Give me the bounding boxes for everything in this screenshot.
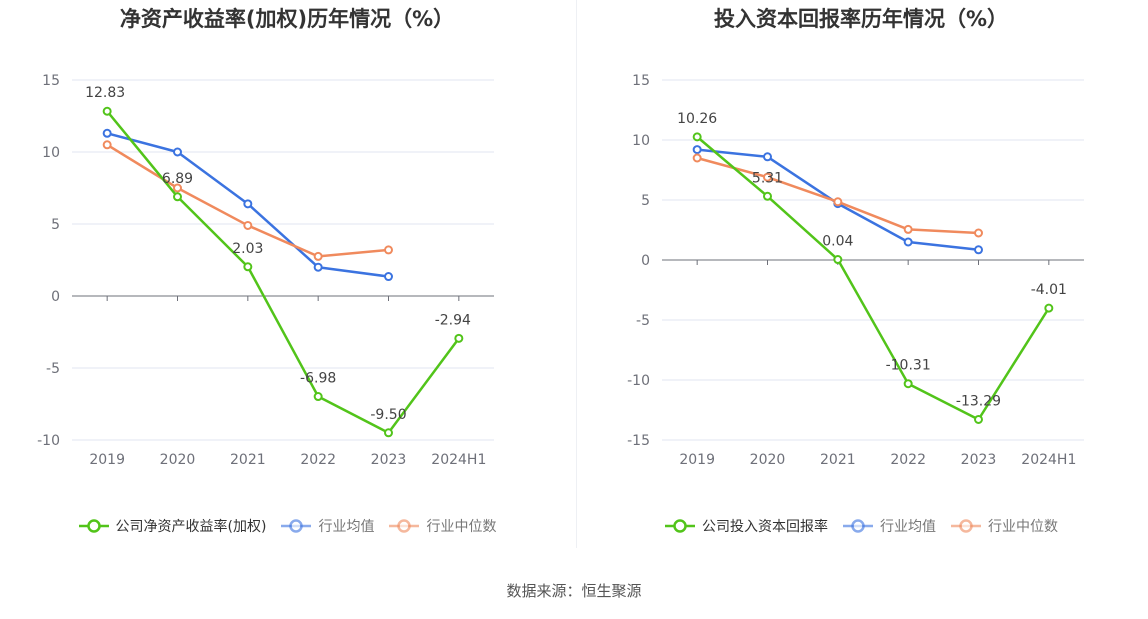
y-tick-label: 10 [632,133,650,149]
y-tick-label: 10 [42,145,60,161]
x-tick-label: 2022 [890,452,926,468]
y-tick-label: -10 [627,373,650,389]
legend-line-marker-icon [281,519,312,533]
data-point [102,140,112,150]
x-tick-label: 2021 [820,452,856,468]
data-point [173,147,182,157]
data-point [833,197,843,207]
data-point [763,152,772,162]
legend-item[interactable]: 行业均值 [280,516,374,536]
y-tick-label: 15 [632,73,650,89]
x-tick-label: 2019 [89,452,125,468]
data-point [692,132,702,142]
data-point [903,379,913,389]
data-point [102,128,112,138]
legend-line-marker-icon [389,519,420,533]
data-label: 0.04 [822,234,853,250]
data-point [903,237,913,247]
legend-label: 行业中位数 [988,519,1058,535]
x-tick-label: 2019 [679,452,715,468]
y-tick-label: -5 [636,313,650,329]
data-point [763,191,772,201]
roe-legend: 公司净资产收益率(加权) 行业均值 行业中位数 [0,516,574,536]
data-source-note: 数据来源：恒生聚源 [506,582,642,600]
data-point [974,414,983,424]
legend-line-marker-icon [951,519,981,533]
legend-label: 公司净资产收益率(加权) [115,519,267,535]
data-point [384,428,393,438]
data-label: 6.89 [162,171,193,187]
data-point [102,106,112,116]
y-tick-label: 15 [42,73,60,89]
roe-plot: 15 10 5 0 -5 -10 2019 2020 2021 2022 2023 2024H1 12.… [37,73,494,468]
series-line [696,135,1050,421]
data-point [313,251,323,261]
legend-label: 公司投入资本回报率 [702,519,828,535]
x-tick-label: 2020 [750,452,786,468]
data-point [763,172,772,182]
legend-label: 行业均值 [880,519,936,535]
data-point [833,255,843,265]
roic-chart-title: 投入资本回报率历年情况（%） [713,7,1009,31]
y-tick-label: -15 [627,433,650,449]
roe-chart-panel: 净资产收益率(加权)历年情况（%） 15 10 5 0 -5 -10 2019 2020 202… [0,0,574,560]
data-label: -9.50 [370,407,406,423]
x-tick-label: 2020 [160,452,196,468]
data-point [692,145,702,155]
data-point [243,262,253,272]
legend-line-marker-icon [843,519,873,533]
data-label: -4.01 [1031,282,1067,298]
data-point [974,228,983,238]
roic-plot: 15 10 5 0 -5 -10 -15 2019 2020 2021 2022 2023 2024H1… [627,73,1084,468]
y-tick-label: 5 [51,217,60,233]
legend-label: 行业中位数 [426,519,497,535]
x-tick-label: 2023 [371,452,407,468]
legend-line-marker-icon [665,519,695,533]
legend-line-marker-icon [78,519,109,533]
data-label: 5.31 [752,170,783,186]
data-point [384,272,393,282]
data-point [313,392,323,402]
series-line [696,156,979,235]
data-point [173,183,182,193]
data-label: 12.83 [85,85,125,101]
data-label: -2.94 [435,312,471,328]
data-label: -13.29 [956,393,1001,409]
data-point [243,220,253,230]
panel-divider [576,0,577,548]
x-tick-label: 2024H1 [1021,452,1076,468]
data-point [903,224,913,234]
legend-item[interactable]: 公司投入资本回报率 [664,516,828,536]
data-point [243,199,253,209]
legend-item[interactable]: 行业中位数 [950,516,1058,536]
data-label: 10.26 [677,111,717,127]
roic-chart-panel: 投入资本回报率历年情况（%） 15 10 5 0 -5 -10 -15 2019 2020 202… [574,0,1148,560]
data-point [1044,303,1054,313]
roic-legend: 公司投入资本回报率 行业均值 行业中位数 [574,516,1148,536]
legend-item[interactable]: 行业均值 [842,516,936,536]
y-tick-label: -5 [46,361,60,377]
roe-chart-title: 净资产收益率(加权)历年情况（%） [119,7,455,31]
y-tick-label: 5 [641,193,650,209]
series-line [106,110,460,435]
x-tick-label: 2023 [961,452,997,468]
data-point [313,262,323,272]
data-point [974,245,983,255]
legend-item[interactable]: 公司净资产收益率(加权) [78,516,267,536]
legend-label: 行业均值 [318,519,375,535]
data-point [692,153,702,163]
y-tick-label: 0 [641,253,650,269]
data-label: 2.03 [232,241,263,257]
legend-item[interactable]: 行业中位数 [388,516,496,536]
data-label: -10.31 [886,358,931,374]
x-tick-label: 2021 [230,452,266,468]
x-tick-label: 2024H1 [431,452,486,468]
data-label: -6.98 [300,371,336,387]
data-point [454,333,464,343]
y-tick-label: 0 [51,289,60,305]
data-point [384,245,393,255]
x-tick-label: 2022 [300,452,336,468]
y-tick-label: -10 [37,433,60,449]
data-point [173,192,182,202]
